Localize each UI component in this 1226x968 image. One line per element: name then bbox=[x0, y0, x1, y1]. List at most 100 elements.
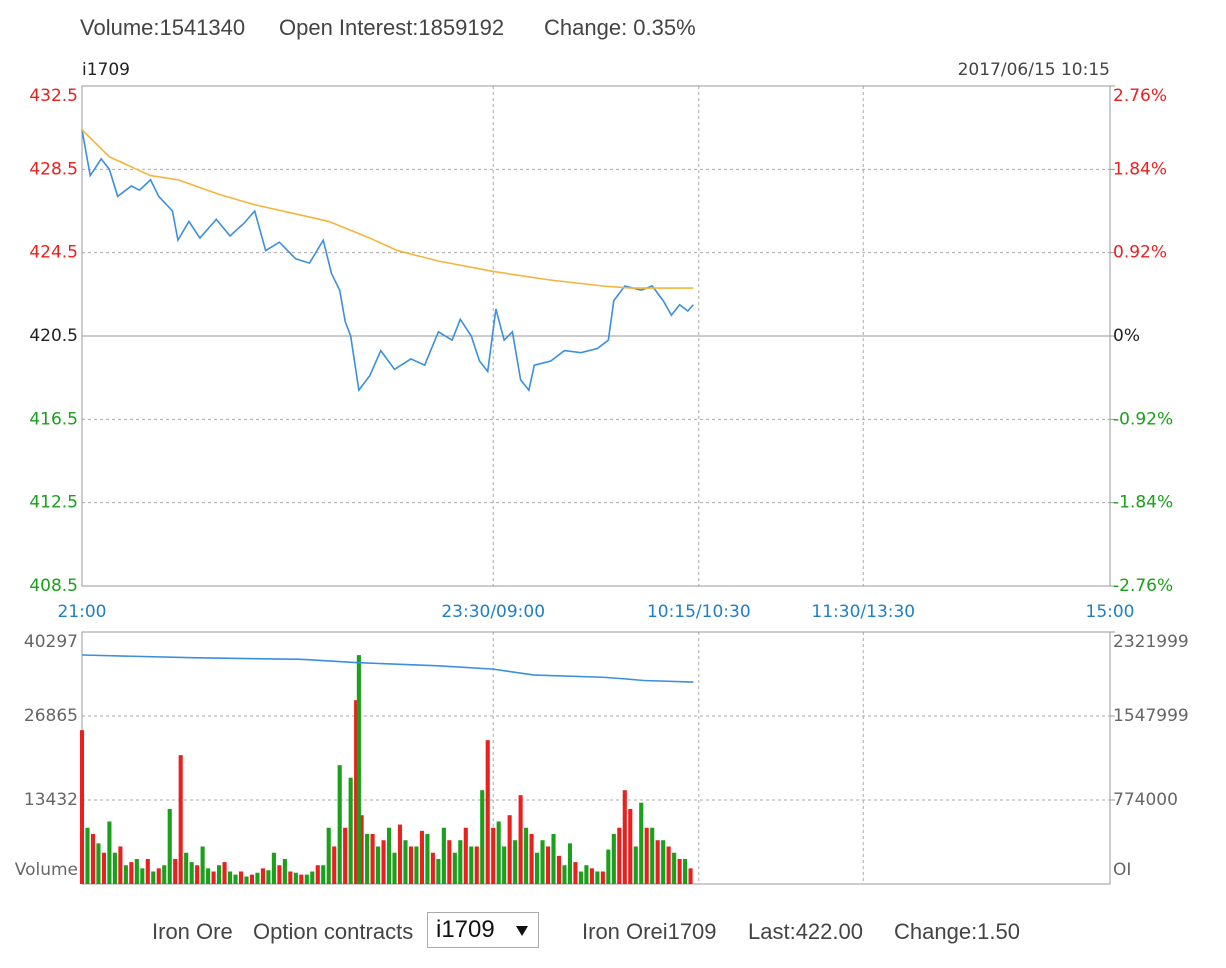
volume-bar bbox=[644, 827, 649, 884]
volume-bar bbox=[189, 862, 194, 884]
volume-bar bbox=[222, 862, 227, 884]
volume-bar bbox=[535, 852, 540, 884]
volume-bar bbox=[173, 858, 178, 884]
y2-tick-label: -0.92% bbox=[1113, 409, 1173, 429]
y2-tick-label: 0.92% bbox=[1113, 243, 1167, 263]
volume-bar bbox=[441, 827, 446, 884]
volume-bar bbox=[107, 821, 112, 884]
volume-bar bbox=[617, 827, 622, 884]
header-volume: Volume:1541340 bbox=[80, 15, 246, 40]
volume-bar bbox=[151, 871, 156, 884]
volume-bar bbox=[595, 871, 600, 884]
y2-tick-label: -1.84% bbox=[1113, 493, 1173, 513]
volume-bar bbox=[397, 824, 403, 884]
chart-title: i1709 bbox=[82, 60, 130, 80]
x-tick-label: 10:15/10:30 bbox=[647, 602, 751, 622]
volume-bar bbox=[156, 868, 161, 884]
volume-bar bbox=[266, 870, 271, 884]
volume-bar bbox=[650, 827, 655, 884]
volume-bar bbox=[606, 849, 611, 884]
volume-bar bbox=[332, 846, 337, 884]
volume-bar bbox=[129, 862, 134, 884]
volume-bar bbox=[573, 862, 578, 884]
volume-bar bbox=[480, 790, 485, 884]
volume-bar bbox=[408, 846, 414, 884]
y2-tick-label: 2321999 bbox=[1113, 632, 1189, 652]
volume-bar bbox=[661, 840, 666, 884]
volume-bar bbox=[79, 730, 85, 884]
volume-bar bbox=[551, 833, 556, 884]
volume-bar bbox=[381, 840, 386, 884]
volume-bar bbox=[567, 843, 573, 884]
volume-bar bbox=[112, 852, 117, 884]
volume-bar bbox=[458, 840, 463, 884]
volume-bar bbox=[359, 815, 364, 884]
volume-bar bbox=[217, 865, 222, 884]
volume-bar bbox=[485, 740, 490, 884]
volume-bar bbox=[184, 852, 189, 884]
volume-bar bbox=[436, 858, 441, 884]
volume-bar bbox=[206, 868, 211, 884]
volume-bar bbox=[343, 827, 348, 884]
y2-tick-label: 774000 bbox=[1113, 790, 1178, 810]
plot-frame bbox=[81, 631, 1111, 885]
volume-bar bbox=[260, 868, 265, 884]
contract-name: Iron Orei1709 bbox=[582, 919, 717, 944]
volume-bar bbox=[370, 833, 375, 884]
y-tick-label: 26865 bbox=[24, 706, 78, 726]
volume-bar bbox=[227, 871, 233, 884]
line bbox=[81, 129, 694, 393]
volume-bar bbox=[639, 802, 644, 884]
volume-bar bbox=[134, 858, 139, 884]
volume-bar bbox=[96, 843, 101, 884]
volume-bar bbox=[628, 808, 633, 884]
volume-bar bbox=[354, 700, 359, 884]
volume-bar bbox=[299, 874, 304, 884]
volume-bar bbox=[622, 790, 627, 884]
volume-bar bbox=[414, 846, 419, 884]
volume-bar bbox=[529, 833, 534, 884]
y2-tick-label: 1.84% bbox=[1113, 159, 1167, 179]
volume-bar bbox=[101, 852, 106, 884]
volume-bar bbox=[337, 765, 342, 884]
volume-bar bbox=[507, 815, 512, 884]
volume-bar bbox=[403, 840, 408, 884]
volume-bar bbox=[348, 777, 353, 884]
volume-bar bbox=[310, 871, 315, 884]
volume-bar bbox=[655, 840, 660, 884]
y-tick-label: 416.5 bbox=[29, 409, 78, 429]
volume-bar bbox=[518, 795, 523, 884]
y2-tick-label: -2.76% bbox=[1113, 576, 1173, 596]
contract-select[interactable]: i1709 bbox=[427, 912, 539, 948]
x-tick-label: 23:30/09:00 bbox=[441, 602, 545, 622]
volume-bar bbox=[683, 858, 688, 884]
volume-bar bbox=[600, 871, 605, 884]
volume-bar bbox=[293, 872, 298, 884]
y-tick-label: 432.5 bbox=[29, 86, 78, 106]
volume-bar bbox=[425, 833, 430, 884]
volume-bar bbox=[376, 846, 381, 884]
header-open-interest: Open Interest:1859192 bbox=[279, 15, 505, 40]
volume-bar bbox=[365, 833, 370, 884]
volume-bar bbox=[556, 855, 562, 884]
volume-bar bbox=[200, 846, 205, 884]
volume-bar bbox=[244, 876, 249, 884]
volume-bar bbox=[249, 874, 255, 884]
header-change: Change: 0.35% bbox=[544, 15, 696, 40]
y-tick-label: 412.5 bbox=[29, 493, 78, 513]
y-tick-label: 428.5 bbox=[29, 159, 78, 179]
volume-bar bbox=[513, 840, 518, 884]
volume-bar bbox=[666, 846, 671, 884]
y-tick-label: 420.5 bbox=[29, 326, 78, 346]
volume-bar bbox=[688, 868, 693, 884]
volume-bar bbox=[540, 840, 545, 884]
chart-subtitle: 2017/06/15 10:15 bbox=[958, 60, 1110, 80]
volume-bar bbox=[430, 852, 435, 884]
volume-bar bbox=[238, 871, 244, 884]
volume-bar bbox=[419, 830, 424, 884]
y-tick-label: 40297 bbox=[24, 632, 78, 652]
volume-bar bbox=[672, 852, 677, 884]
volume-bar bbox=[162, 865, 167, 884]
